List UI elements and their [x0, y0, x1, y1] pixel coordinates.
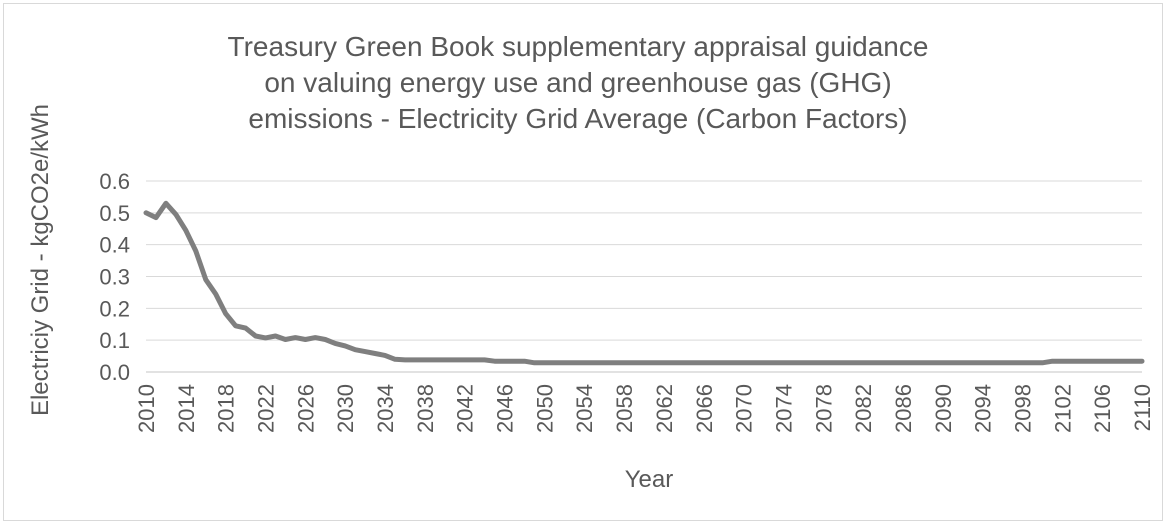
chart-title-line-2: on valuing energy use and greenhouse gas… [264, 67, 891, 98]
line-chart: Treasury Green Book supplementary apprai… [27, 31, 1155, 493]
y-tick-label-6: 0.6 [99, 169, 130, 194]
x-tick-label-6: 2034 [373, 384, 398, 433]
x-tick-label-23: 2102 [1050, 384, 1075, 433]
x-tick-label-22: 2098 [1010, 384, 1035, 433]
x-tick-label-25: 2110 [1130, 384, 1155, 431]
y-tick-label-3: 0.3 [99, 265, 130, 290]
x-tick-label-9: 2046 [493, 384, 518, 433]
x-tick-label-15: 2070 [732, 384, 757, 433]
x-tick-label-12: 2058 [612, 384, 637, 433]
gridlines [146, 180, 1142, 341]
series-line-0 [143, 200, 1145, 366]
chart-title-line-3: emissions - Electricity Grid Average (Ca… [248, 103, 907, 134]
chart-title-line-1: Treasury Green Book supplementary apprai… [228, 31, 929, 62]
y-tick-label-1: 0.1 [99, 328, 130, 353]
x-tick-label-3: 2022 [254, 384, 279, 433]
y-axis-ticks: 0.0 0.1 0.2 0.3 0.4 0.5 0.6 [99, 169, 130, 385]
x-tick-label-14: 2066 [692, 384, 717, 433]
y-tick-label-2: 0.2 [99, 296, 130, 321]
x-tick-label-7: 2038 [413, 384, 438, 433]
x-tick-label-8: 2042 [453, 384, 478, 433]
series-group [143, 200, 1145, 366]
x-tick-label-10: 2050 [532, 384, 557, 433]
chart-title: Treasury Green Book supplementary apprai… [228, 31, 929, 134]
y-tick-label-0: 0.0 [99, 360, 130, 385]
x-tick-label-2: 2018 [214, 384, 239, 433]
x-tick-label-17: 2078 [811, 384, 836, 433]
x-tick-label-11: 2054 [572, 384, 597, 433]
x-tick-label-16: 2074 [771, 384, 796, 433]
y-tick-label-5: 0.5 [99, 201, 130, 226]
x-tick-label-18: 2082 [851, 384, 876, 433]
x-tick-label-20: 2090 [931, 384, 956, 433]
x-tick-label-4: 2026 [293, 384, 318, 433]
x-tick-label-13: 2062 [652, 384, 677, 433]
chart-frame: Treasury Green Book supplementary apprai… [3, 3, 1163, 521]
x-tick-label-19: 2086 [891, 384, 916, 433]
x-tick-label-24: 2106 [1090, 384, 1115, 433]
y-axis-title: Electriciy Grid - kgCO2e/kWh [27, 104, 54, 416]
x-axis-ticks: 2010 2014 2018 2022 2026 2030 2034 2038 2042 2046… [134, 384, 1155, 433]
x-tick-label-21: 2094 [971, 384, 996, 433]
x-tick-label-1: 2014 [174, 384, 199, 433]
y-tick-label-4: 0.4 [99, 233, 130, 258]
x-axis-title: Year [625, 466, 674, 493]
x-tick-label-0: 2010 [134, 384, 159, 433]
x-tick-label-5: 2030 [333, 384, 358, 433]
